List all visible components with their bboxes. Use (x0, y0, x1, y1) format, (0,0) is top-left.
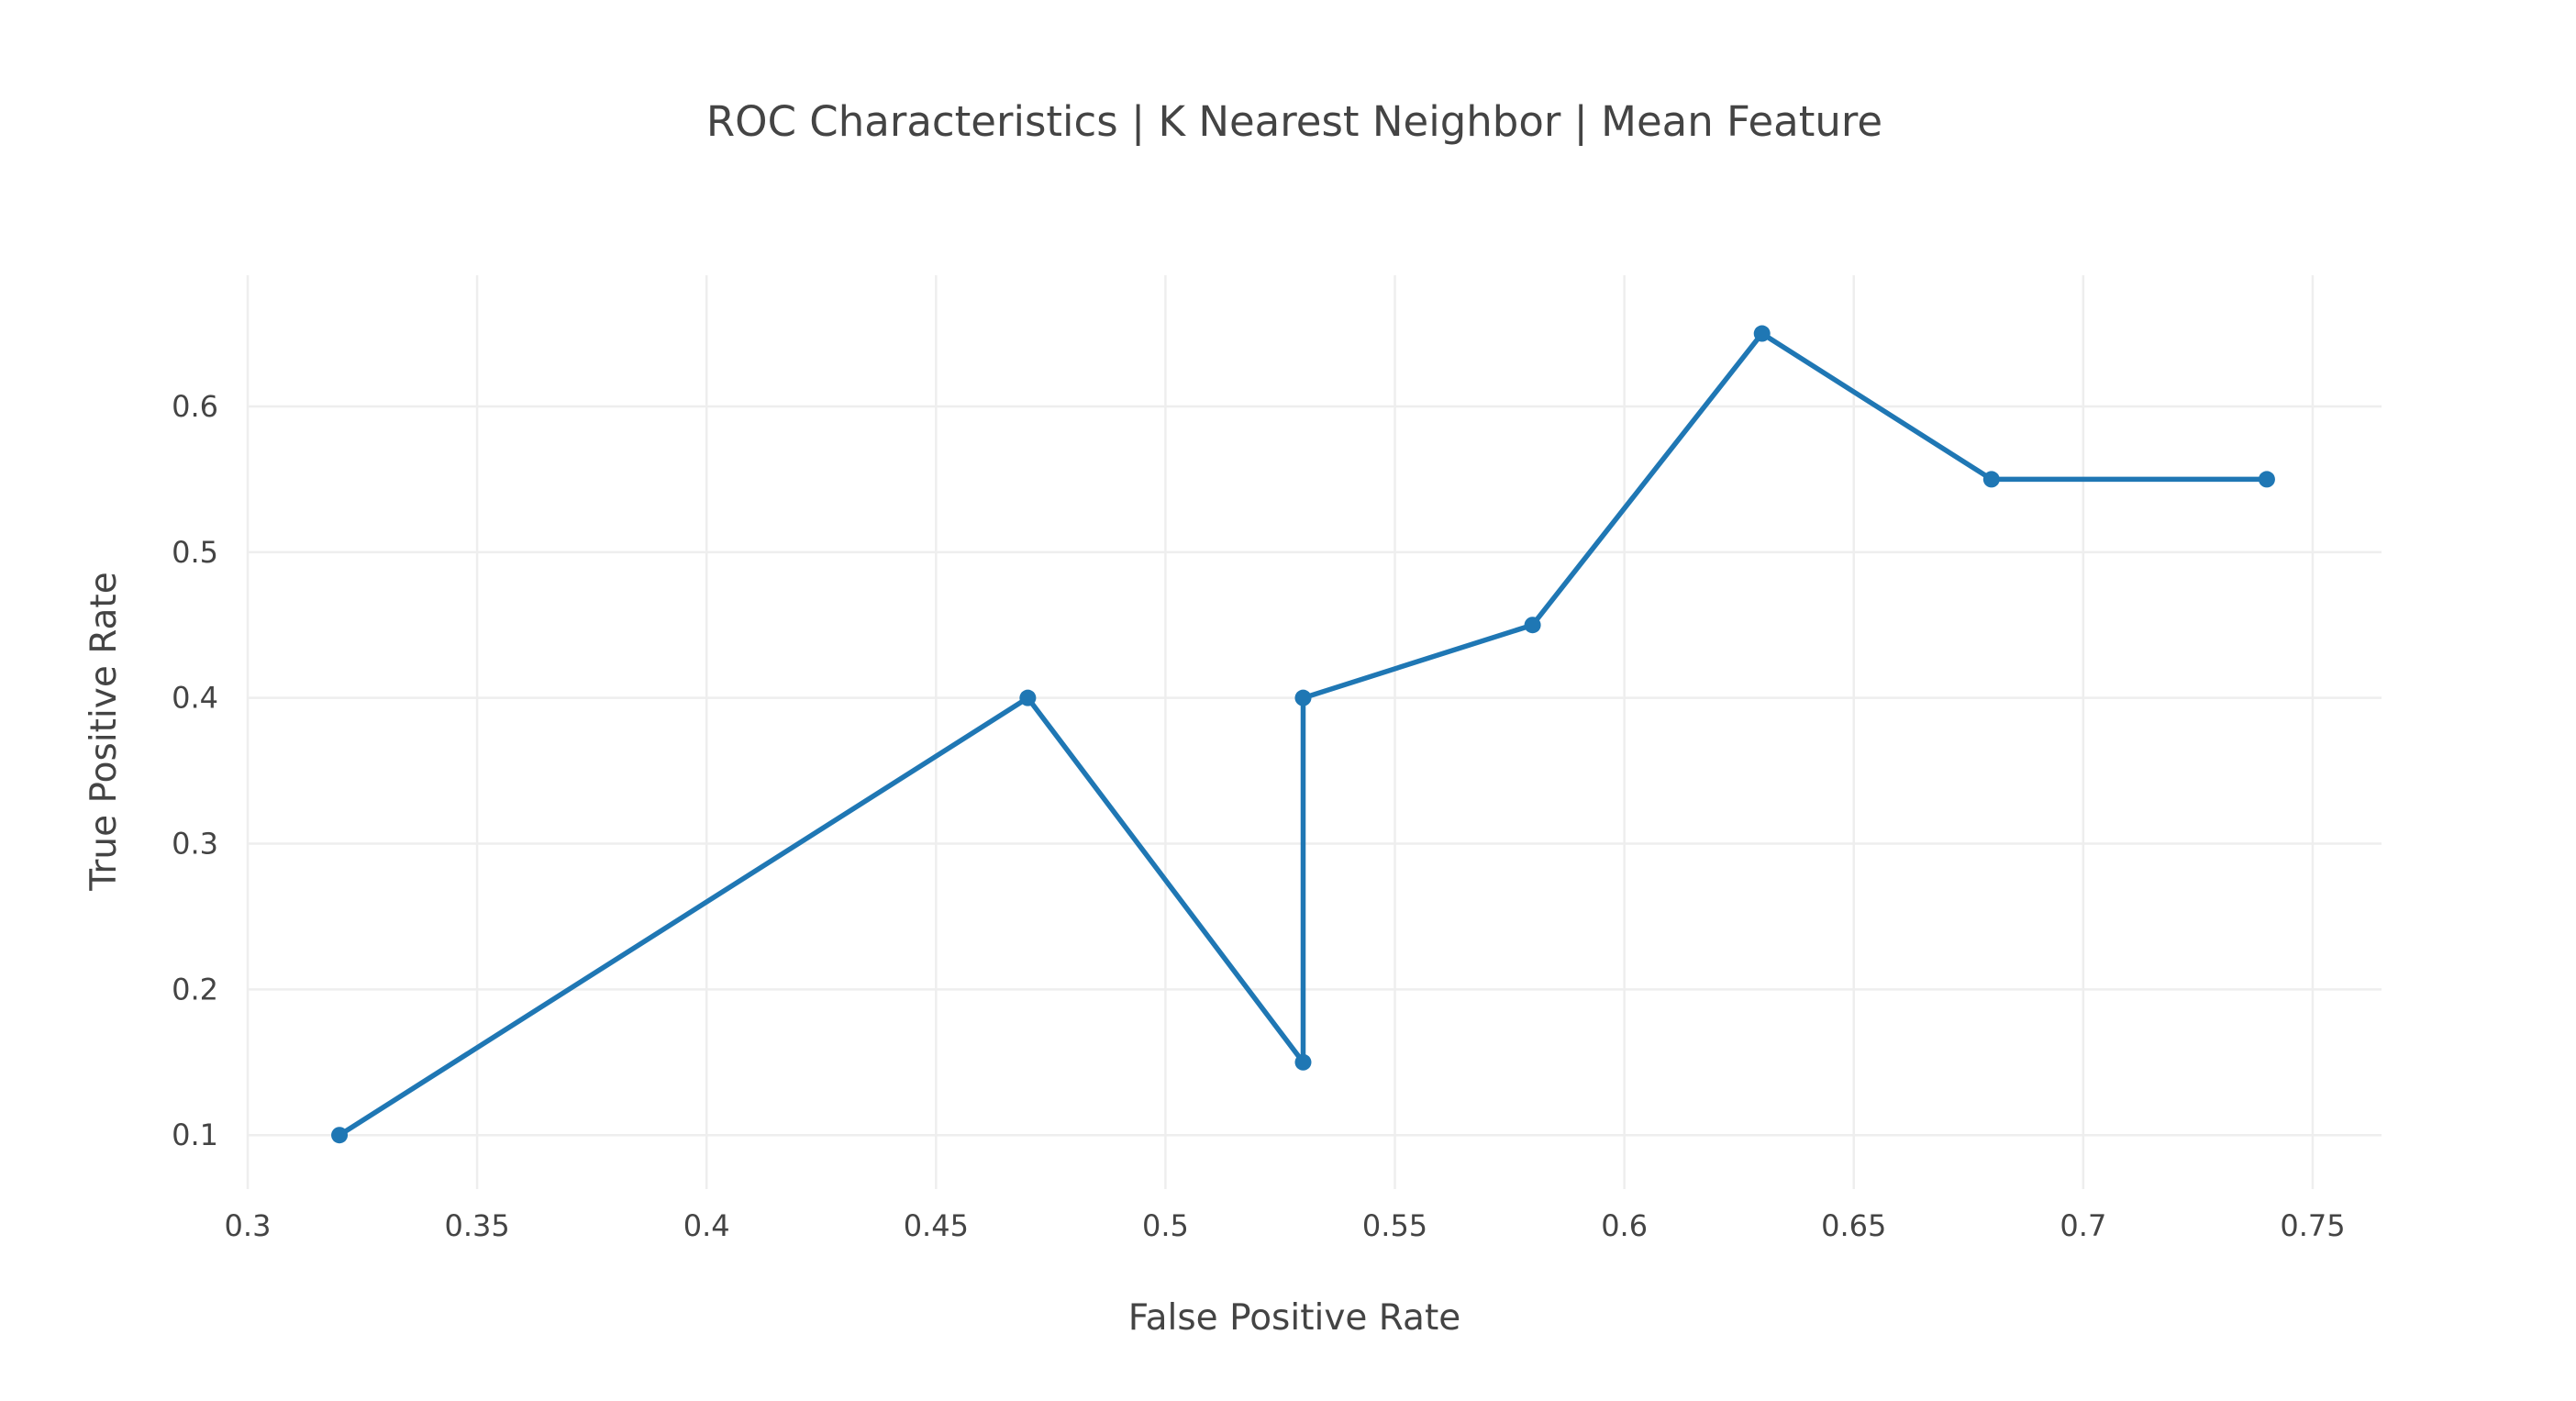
data-point (1753, 325, 1771, 342)
y-tick-label: 0.5 (172, 535, 218, 570)
x-grid (246, 275, 2315, 1189)
x-tick-label: 0.75 (2280, 1208, 2345, 1243)
data-point (1524, 617, 1541, 634)
x-tick-label: 0.4 (683, 1208, 730, 1243)
x-tick-label: 0.6 (1601, 1208, 1648, 1243)
y-tick-label: 0.1 (172, 1117, 218, 1152)
x-tick-label: 0.55 (1362, 1208, 1427, 1243)
series-line (337, 330, 2270, 1138)
data-point (2258, 471, 2275, 488)
series-layer (331, 325, 2275, 1144)
x-axis-label: False Positive Rate (1128, 1297, 1460, 1339)
chart-title: ROC Characteristics | K Nearest Neighbor… (706, 97, 1882, 146)
data-point (1019, 689, 1037, 706)
x-tick-label: 0.7 (2060, 1208, 2106, 1243)
y-tick-label: 0.2 (172, 972, 218, 1006)
x-tick-labels: 0.3 0.35 0.4 0.45 0.5 0.55 0.6 0.65 0.7 0.75 (225, 1208, 2346, 1243)
x-tick-label: 0.45 (904, 1208, 969, 1243)
x-tick-label: 0.35 (444, 1208, 509, 1243)
y-tick-label: 0.3 (172, 827, 218, 862)
y-tick-label: 0.4 (172, 681, 218, 716)
data-point (331, 1127, 349, 1144)
y-tick-label: 0.6 (172, 389, 218, 424)
x-tick-label: 0.3 (225, 1208, 272, 1243)
y-grid (248, 405, 2382, 1137)
y-axis-label: True Positive Rate (83, 572, 125, 891)
x-tick-label: 0.5 (1142, 1208, 1189, 1243)
data-point (1294, 1053, 1312, 1071)
data-point (1982, 471, 2000, 488)
data-point (1294, 689, 1312, 706)
x-tick-label: 0.65 (1821, 1208, 1886, 1243)
y-tick-labels: 0.1 0.2 0.3 0.4 0.5 0.6 (172, 389, 218, 1152)
